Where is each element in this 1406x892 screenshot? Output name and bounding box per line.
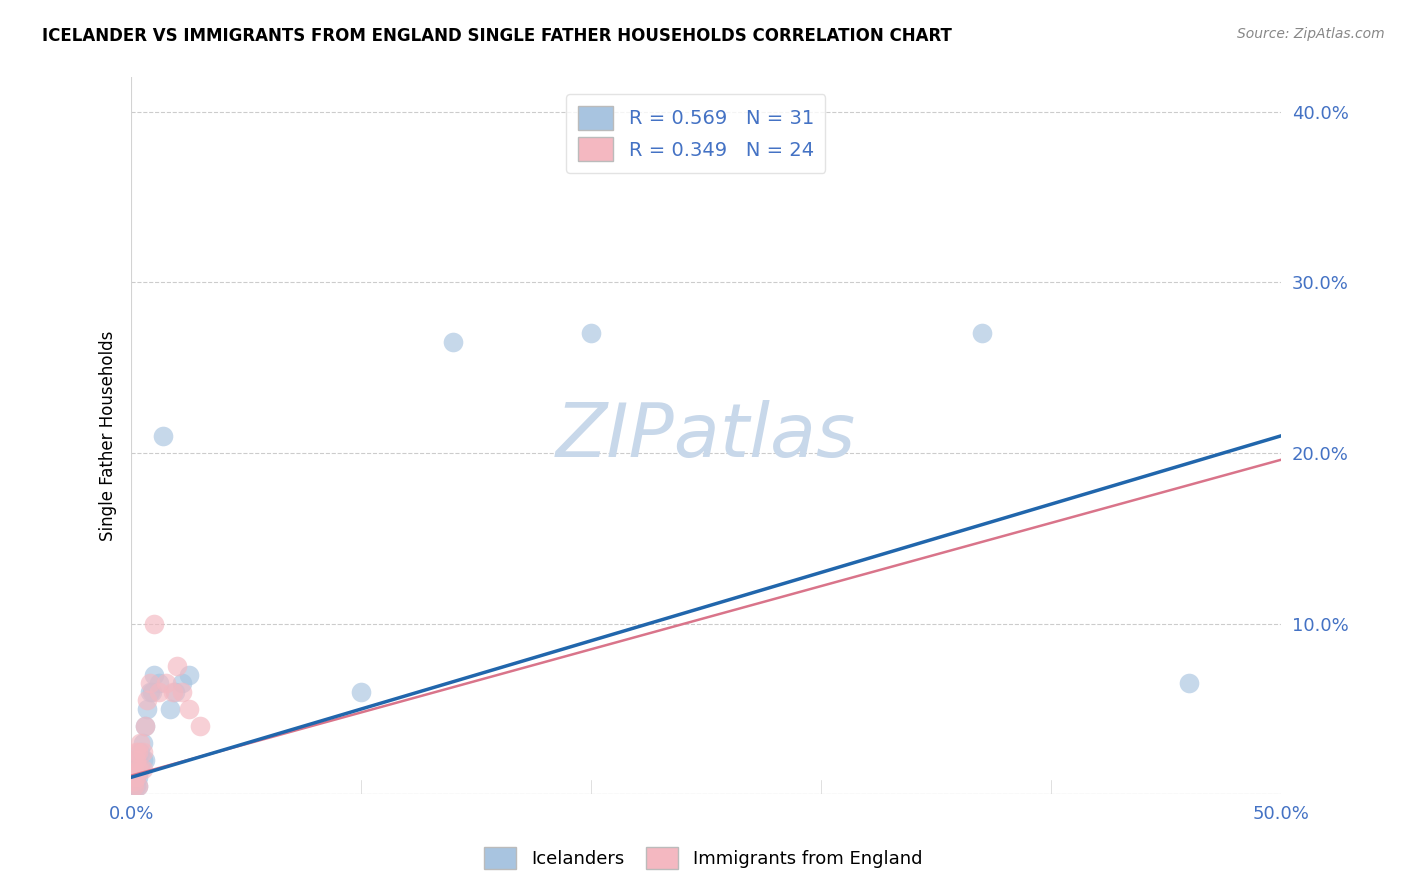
Point [970,326,993,341]
Point [170,676,193,690]
Point [122,762,145,776]
Point [132,736,155,750]
Point [127,745,149,759]
Point [441,334,464,349]
Point [188,719,211,733]
Point [125,745,148,759]
Point [143,668,166,682]
Point [177,668,200,682]
Point [170,685,193,699]
Y-axis label: Single Father Households: Single Father Households [100,331,117,541]
Point [122,773,145,788]
Point [132,745,155,759]
Point [166,659,188,673]
Point [138,676,160,690]
Point [129,762,152,776]
Point [350,685,373,699]
Point [125,779,148,793]
Point [122,779,145,793]
Point [162,685,184,699]
Point [132,753,155,767]
Point [129,745,152,759]
Point [122,779,145,793]
Point [127,753,149,767]
Point [1178,676,1201,690]
Point [127,762,149,776]
Point [159,702,181,716]
Point [127,770,149,784]
Point [125,753,148,767]
Point [152,429,174,443]
Point [148,685,170,699]
Text: Source: ZipAtlas.com: Source: ZipAtlas.com [1237,27,1385,41]
Point [579,326,602,341]
Text: ICELANDER VS IMMIGRANTS FROM ENGLAND SINGLE FATHER HOUSEHOLDS CORRELATION CHART: ICELANDER VS IMMIGRANTS FROM ENGLAND SIN… [42,27,952,45]
Point [129,736,152,750]
Point [127,779,149,793]
Point [132,762,155,776]
Point [125,762,148,776]
Point [163,685,186,699]
Text: ZIPatlas: ZIPatlas [555,400,856,472]
Point [134,719,156,733]
Point [129,762,152,776]
Point [141,685,163,699]
Point [155,676,177,690]
Point [122,762,145,776]
Point [125,753,148,767]
Point [134,753,156,767]
Point [136,702,159,716]
Point [134,719,156,733]
Point [136,693,159,707]
Point [143,616,166,631]
Point [177,702,200,716]
Legend: R = 0.569   N = 31, R = 0.349   N = 24: R = 0.569 N = 31, R = 0.349 N = 24 [567,95,825,173]
Point [127,779,149,793]
Legend: Icelanders, Immigrants from England: Icelanders, Immigrants from England [475,838,931,879]
Point [138,685,160,699]
Point [125,770,148,784]
Point [122,770,145,784]
Point [125,770,148,784]
Point [148,676,170,690]
